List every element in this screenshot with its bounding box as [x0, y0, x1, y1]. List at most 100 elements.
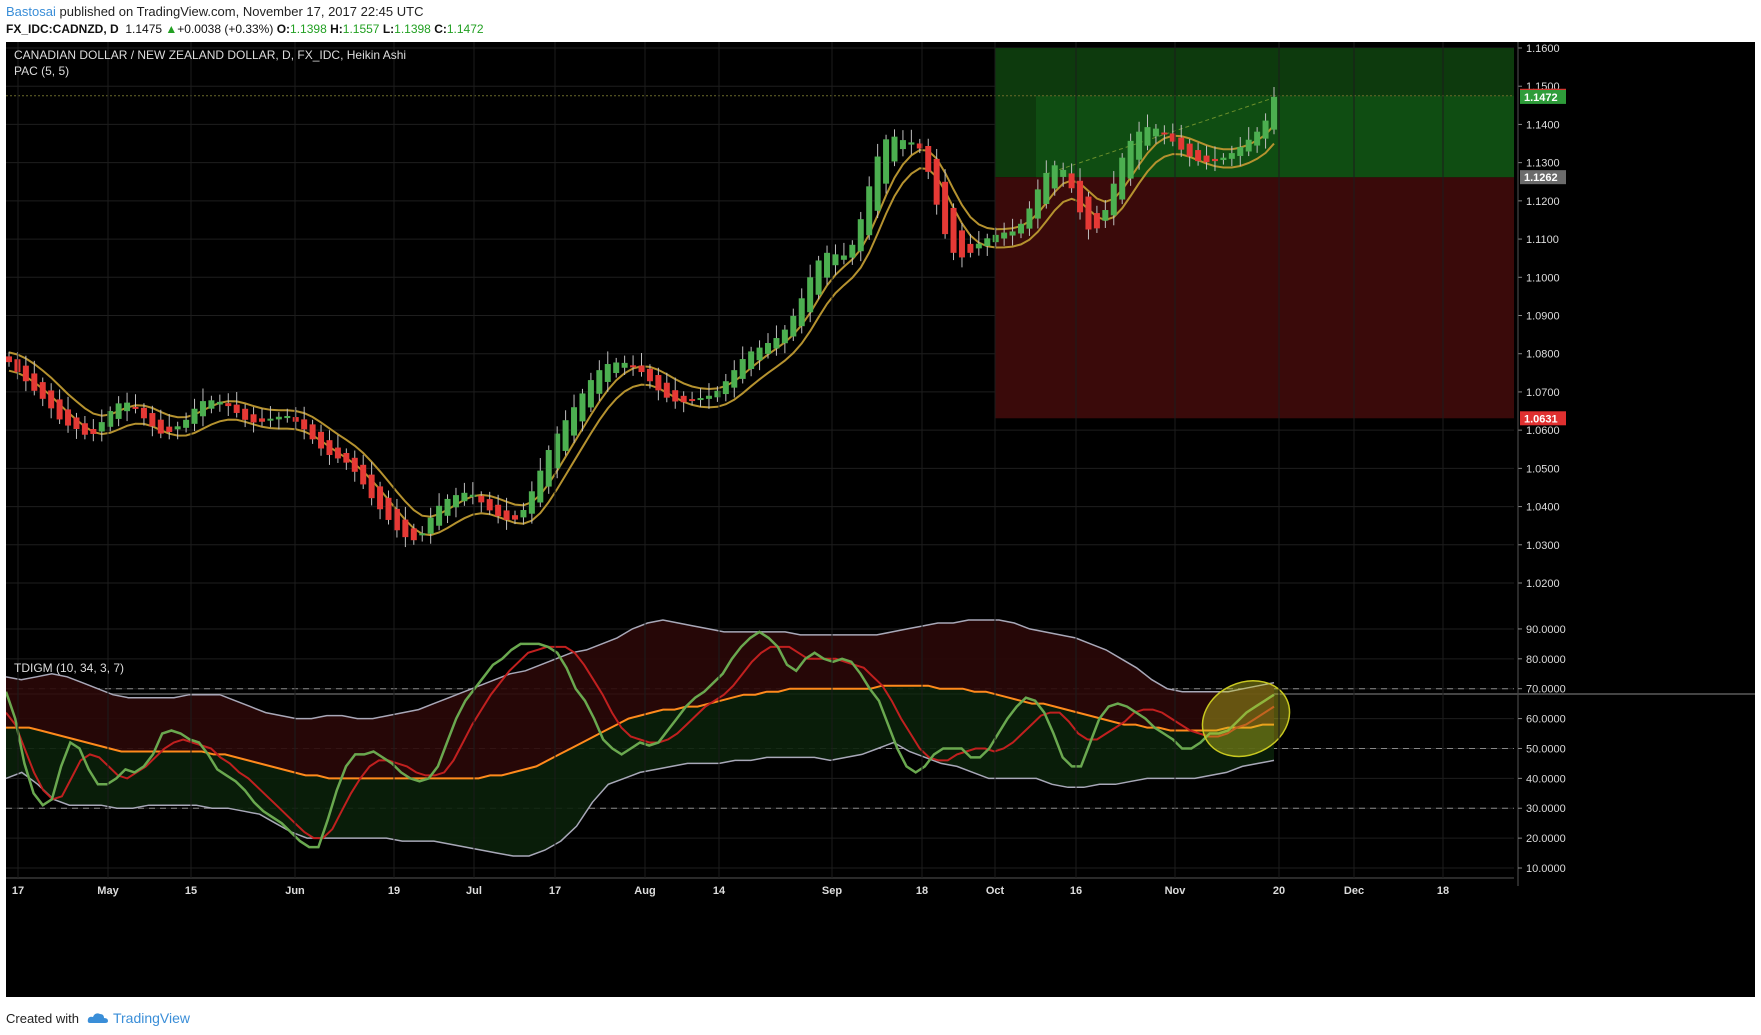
osc-lines: [4, 619, 1291, 857]
time-tick-label: May: [97, 885, 119, 897]
created-with-text: Created with: [6, 1010, 79, 1026]
candle-body: [444, 498, 451, 516]
candle-body: [840, 255, 847, 260]
candle-body: [1262, 120, 1269, 139]
candle-body: [1093, 213, 1100, 229]
price-tick-label: 1.0700: [1526, 387, 1560, 399]
tradingview-brand[interactable]: TradingView: [87, 1010, 190, 1026]
candle-body: [672, 390, 679, 402]
candle-body: [208, 400, 215, 409]
time-axis: 17 May 15 Jun 19 Jul 17 Aug 14 Sep 18 Oct 16 Nov 20 Dec…: [6, 42, 1514, 897]
candle-body: [705, 395, 712, 399]
candle-body: [1186, 143, 1193, 157]
price-grid: [6, 47, 1514, 584]
candle-body: [1034, 189, 1041, 219]
candle-body: [1085, 196, 1092, 230]
upper-volatility-band: [5, 619, 1275, 720]
time-tick-label: 14: [713, 885, 726, 897]
close-value: 1.1472: [446, 22, 484, 36]
candle-body: [537, 470, 544, 503]
change-arrow-icon: ▲: [165, 22, 178, 36]
candle-body: [39, 382, 46, 399]
price-tick-label: 1.1100: [1526, 234, 1559, 246]
candle-body: [385, 497, 392, 520]
candle-body: [73, 417, 80, 429]
candle-body: [242, 408, 249, 420]
candle-body: [216, 401, 223, 405]
candle-body: [166, 426, 173, 433]
time-tick-label: Jun: [285, 885, 305, 897]
candle-body: [1051, 165, 1058, 189]
rsi-price-line: [4, 630, 1275, 849]
published-text: published on TradingView.com, November 1…: [59, 4, 424, 19]
publish-info: Bastosai published on TradingView.com, N…: [6, 4, 423, 19]
stop-zone: [995, 177, 1514, 419]
candle-body: [1110, 183, 1117, 216]
candle-body: [174, 426, 181, 430]
candle-body: [267, 418, 274, 421]
time-tick-label: Jul: [466, 885, 482, 897]
candle-body: [798, 298, 805, 327]
candle-body: [393, 508, 400, 531]
candle-body: [48, 390, 55, 409]
candle-body: [115, 403, 122, 419]
candle-body: [495, 504, 502, 517]
time-tick-label: 17: [549, 885, 561, 897]
candle-body: [157, 419, 164, 434]
candle-body: [520, 510, 527, 518]
candle-body: [756, 347, 763, 361]
candle-body: [1077, 180, 1084, 213]
lower-volatility-band: [5, 741, 1275, 857]
candle-body: [689, 399, 696, 402]
candle-body: [360, 464, 367, 485]
time-tick-label: 18: [1437, 885, 1449, 897]
candle-body: [748, 351, 755, 369]
candle-body: [225, 403, 232, 407]
candle-body: [857, 219, 864, 252]
candle-body: [874, 156, 881, 211]
candle-body: [663, 382, 670, 398]
candle-body: [1237, 146, 1244, 156]
price-label-bg: [1520, 89, 1566, 104]
high-label: H:: [330, 22, 343, 36]
candle-body: [318, 431, 325, 449]
candle-body: [655, 375, 662, 391]
candle-body: [1119, 157, 1126, 200]
author-link[interactable]: Bastosai: [6, 4, 56, 19]
time-tick-label: Sep: [822, 885, 842, 897]
osc-axis: 90.0000 80.0000 70.0000 60.0000 50.0000 40.00…: [1518, 624, 1566, 875]
time-tick-label: Oct: [986, 885, 1005, 897]
chart-canvas[interactable]: 1.16001.15001.14001.13001.12001.11001.10…: [4, 42, 1755, 997]
candle-body: [1060, 169, 1067, 177]
time-tick-label: 18: [916, 885, 928, 897]
candle-body: [1136, 131, 1143, 160]
price-tick-label: 1.0300: [1526, 540, 1560, 552]
high-value: 1.1557: [342, 22, 380, 36]
candle-body: [604, 364, 611, 382]
candle-body: [1152, 128, 1159, 137]
pac-indicator-label: PAC (5, 5): [14, 64, 69, 78]
candle-body: [301, 419, 308, 430]
candle-body: [107, 411, 114, 427]
time-tick-label: 15: [185, 885, 197, 897]
candle-body: [832, 254, 839, 266]
candle-body: [984, 238, 991, 247]
candle-body: [65, 409, 72, 426]
candle-body: [680, 395, 687, 403]
candle-body: [630, 365, 637, 368]
candle-body: [739, 359, 746, 379]
candle-body: [1178, 137, 1185, 150]
ohlc-bar: FX_IDC:CADNZD, D 1.1475 ▲+0.0038 (+0.33%…: [6, 22, 484, 36]
candle-body: [351, 457, 358, 472]
price-tick-label: 1.0600: [1526, 425, 1560, 437]
candle-body: [849, 244, 856, 258]
candle-body: [90, 428, 97, 434]
upper-band-fill: [6, 620, 1274, 779]
chart-frame[interactable]: 1.1600 1.1500 1.1400 1.1300 1.1200 1.1100 1.10…: [4, 42, 1755, 997]
candle-body: [528, 491, 535, 514]
osc-tick-label: 30.0000: [1526, 803, 1566, 815]
candle-body: [503, 510, 510, 520]
candle-body: [1127, 140, 1134, 179]
candle-body: [436, 505, 443, 526]
candle-body: [6, 356, 12, 363]
